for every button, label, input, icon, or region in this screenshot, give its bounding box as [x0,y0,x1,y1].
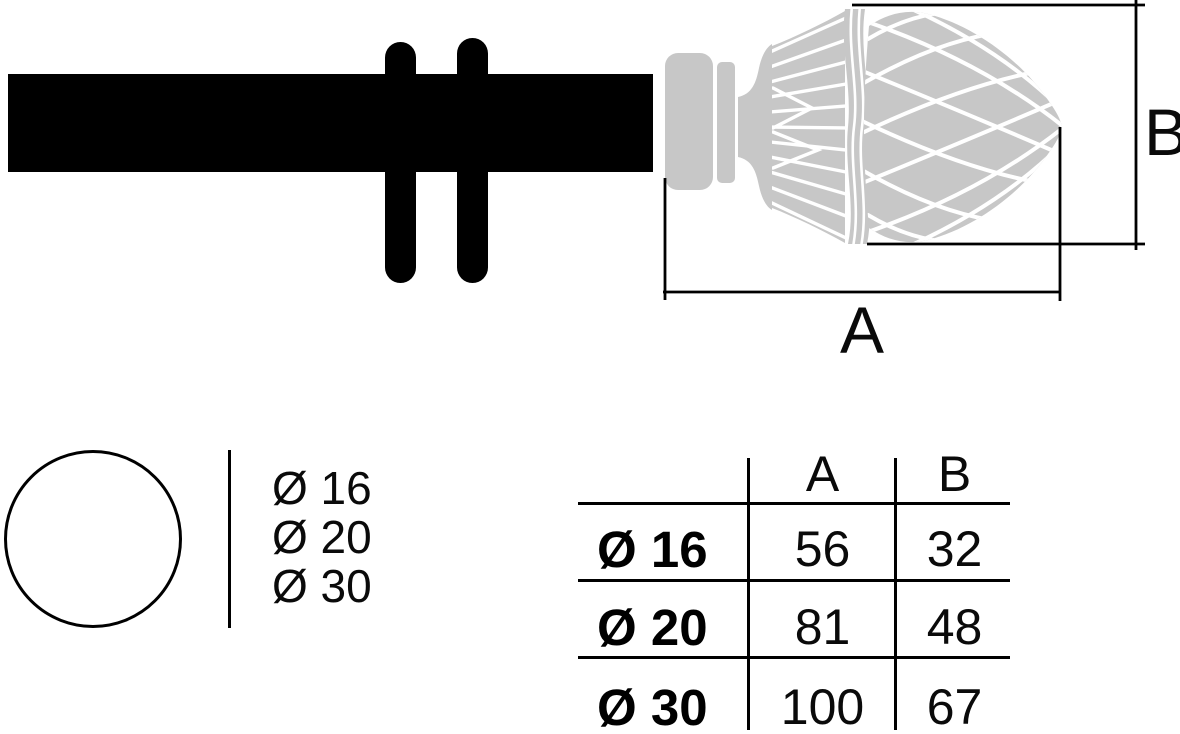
table-value-16-a: 56 [794,521,851,577]
dimension-label-a: A [839,293,885,367]
legend-diameter-16: Ø 16 [272,462,372,514]
table-vline-2 [894,458,897,730]
table-hline-2 [578,579,1010,582]
table-row-label-30: Ø 30 [597,679,708,734]
acorn-finial [665,9,1062,244]
table-hline-3 [578,656,1010,659]
table-header-b: B [937,446,972,502]
rod-ring-1 [385,42,416,283]
legend-divider-line [228,450,231,628]
rod-ring-2 [457,38,488,283]
rod-cross-section-circle [4,450,182,628]
table-value-30-a: 100 [780,679,865,734]
table-header-a: A [805,446,840,502]
table-value-20-a: 81 [794,599,851,655]
table-row-label-16: Ø 16 [597,521,708,578]
table-value-30-b: 67 [926,679,983,734]
finial-collar-ring [717,62,735,183]
table-row-label-20: Ø 20 [597,599,708,656]
table-vline-1 [747,458,750,730]
table-value-20-b: 48 [926,599,983,655]
finial-neck [738,44,772,210]
dimension-lines [663,0,1145,301]
dimension-label-b: B [1144,95,1180,169]
finial-cup-flutes [772,16,845,240]
table-hline-1 [578,502,1010,505]
finial-acorn-body [864,11,1062,243]
table-value-16-b: 32 [926,521,983,577]
legend-diameter-20: Ø 20 [272,511,372,563]
rod-and-finial-diagram [8,0,1145,301]
finial-adapter [665,53,713,190]
curtain-rod [8,74,653,172]
diameter-legend: Ø 16 Ø 20 Ø 30 [272,464,372,611]
legend-diameter-30: Ø 30 [272,560,372,612]
finial-band-lines [849,9,866,244]
